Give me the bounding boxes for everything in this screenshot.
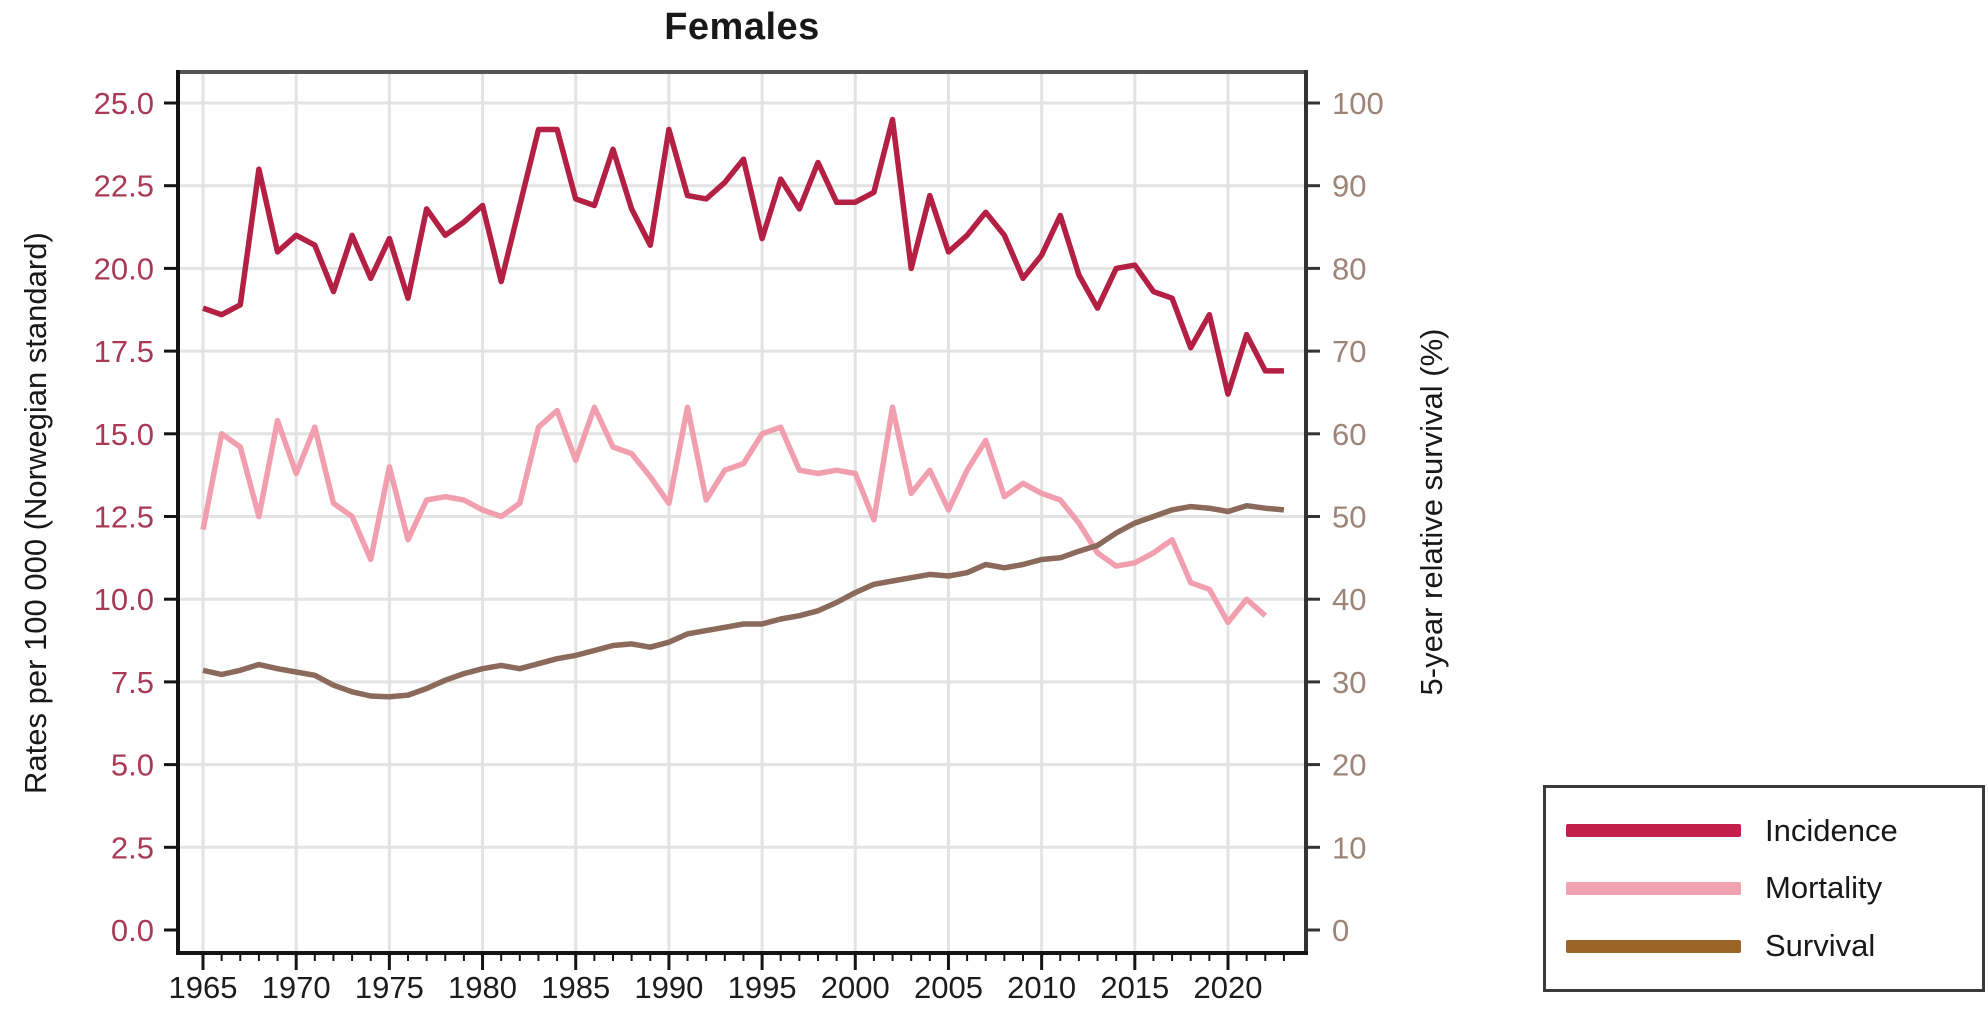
svg-text:5.0: 5.0 <box>111 748 154 783</box>
svg-text:2020: 2020 <box>1194 970 1263 1005</box>
mortality-line-swatch <box>1566 881 1741 895</box>
y-axis-label-left: Rates per 100 000 (Norwegian standard) <box>18 232 53 794</box>
svg-text:1980: 1980 <box>448 970 517 1005</box>
svg-text:7.5: 7.5 <box>111 665 154 700</box>
svg-text:70: 70 <box>1332 334 1366 369</box>
chart-title: Females <box>664 6 820 48</box>
svg-text:1975: 1975 <box>355 970 424 1005</box>
legend-label-survival: Survival <box>1765 928 1876 964</box>
svg-text:20.0: 20.0 <box>94 251 154 286</box>
svg-text:0: 0 <box>1332 913 1349 948</box>
svg-text:17.5: 17.5 <box>94 334 154 369</box>
svg-text:1985: 1985 <box>541 970 610 1005</box>
svg-text:1995: 1995 <box>728 970 797 1005</box>
legend-item-survival: Survival <box>1546 928 1982 964</box>
legend: Incidence Mortality Survival <box>1543 785 1985 992</box>
svg-text:0.0: 0.0 <box>111 913 154 948</box>
svg-text:50: 50 <box>1332 500 1366 535</box>
svg-text:22.5: 22.5 <box>94 169 154 204</box>
svg-text:12.5: 12.5 <box>94 500 154 535</box>
legend-item-mortality: Mortality <box>1546 870 1982 906</box>
svg-text:15.0: 15.0 <box>94 417 154 452</box>
svg-text:30: 30 <box>1332 665 1366 700</box>
svg-text:2005: 2005 <box>914 970 983 1005</box>
svg-text:2.5: 2.5 <box>111 830 154 865</box>
svg-text:10: 10 <box>1332 830 1366 865</box>
svg-text:25.0: 25.0 <box>94 86 154 121</box>
svg-text:20: 20 <box>1332 748 1366 783</box>
legend-label-mortality: Mortality <box>1765 870 1883 906</box>
svg-text:2010: 2010 <box>1007 970 1076 1005</box>
incidence-line-swatch <box>1566 824 1741 838</box>
svg-text:60: 60 <box>1332 417 1366 452</box>
survival-line-swatch <box>1566 939 1741 953</box>
y-axis-label-right: 5-year relative survival (%) <box>1414 328 1449 696</box>
svg-text:2015: 2015 <box>1100 970 1169 1005</box>
svg-text:1970: 1970 <box>262 970 331 1005</box>
svg-text:1965: 1965 <box>169 970 238 1005</box>
svg-text:2000: 2000 <box>821 970 890 1005</box>
svg-text:10.0: 10.0 <box>94 582 154 617</box>
legend-label-incidence: Incidence <box>1765 812 1898 848</box>
svg-text:80: 80 <box>1332 251 1366 286</box>
legend-item-incidence: Incidence <box>1546 813 1982 849</box>
svg-text:1990: 1990 <box>634 970 703 1005</box>
svg-text:100: 100 <box>1332 86 1384 121</box>
svg-text:40: 40 <box>1332 582 1366 617</box>
svg-text:90: 90 <box>1332 169 1366 204</box>
